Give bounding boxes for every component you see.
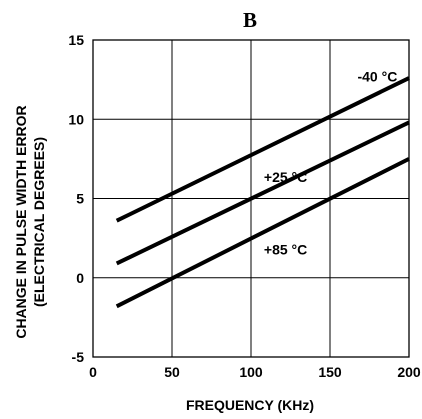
series-labels: -40 °C +25 °C +85 °C bbox=[264, 68, 397, 257]
y-tick-label: -5 bbox=[72, 349, 85, 365]
y-tick-label: 10 bbox=[68, 111, 84, 127]
y-tick-label: 0 bbox=[76, 270, 84, 286]
chart-title: B bbox=[243, 8, 257, 32]
x-tick-label: 150 bbox=[318, 364, 342, 380]
series-lines bbox=[115, 76, 410, 309]
x-tick-label: 50 bbox=[164, 364, 180, 380]
series-line bbox=[115, 76, 410, 223]
x-tick-label: 200 bbox=[397, 364, 421, 380]
series-line bbox=[115, 157, 410, 309]
series-label: +25 °C bbox=[264, 169, 307, 185]
plot-frame bbox=[92, 39, 410, 358]
x-tick-label: 100 bbox=[239, 364, 263, 380]
x-tick-label: 0 bbox=[89, 364, 97, 380]
y-tick-label: 5 bbox=[76, 191, 84, 207]
y-axis-label-line2: (ELECTRICAL DEGREES) bbox=[31, 137, 47, 307]
y-tick-label: 15 bbox=[68, 32, 84, 48]
series-line bbox=[115, 120, 410, 266]
y-axis-label-line1: CHANGE IN PULSE WIDTH ERROR bbox=[13, 105, 29, 338]
series-label: +85 °C bbox=[264, 242, 307, 258]
x-tick-labels: 0 50 100 150 200 bbox=[89, 364, 421, 380]
series-label: -40 °C bbox=[357, 68, 397, 84]
x-axis-label: FREQUENCY (KHz) bbox=[186, 397, 314, 413]
y-tick-labels: -5 0 5 10 15 bbox=[68, 32, 84, 365]
